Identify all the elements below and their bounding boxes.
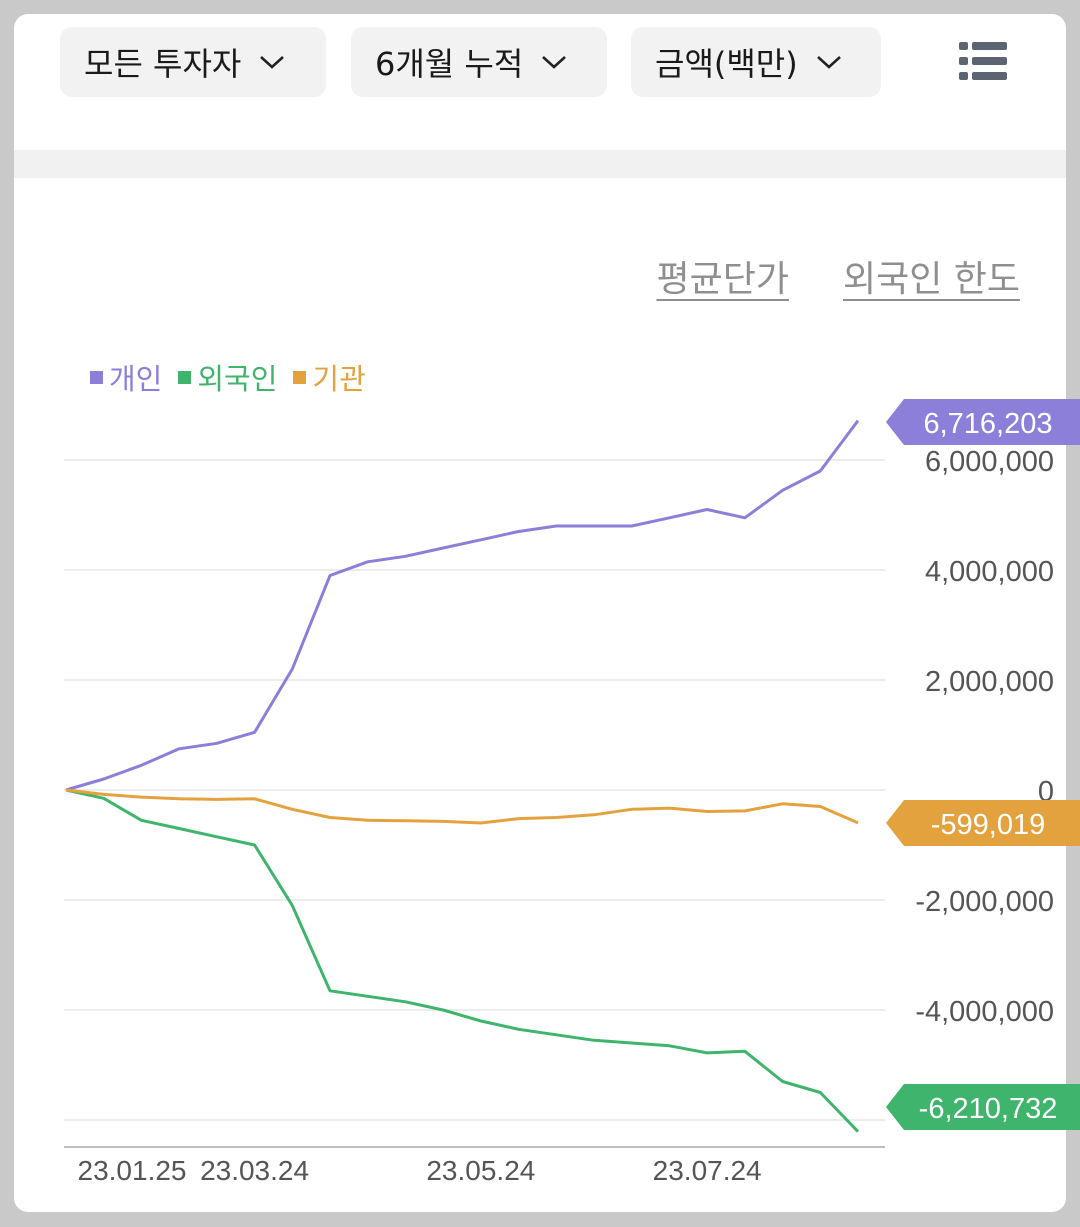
chevron-down-icon [816, 56, 841, 69]
chart-legend: 개인 외국인 기관 [90, 356, 366, 398]
chart-card: 모든 투자자 6개월 누적 금액(백만) 평균단가 외국인 한도 개인 [14, 14, 1066, 1212]
section-divider [14, 150, 1066, 178]
individual-last-value-tag [886, 399, 1080, 445]
legend-swatch [293, 370, 307, 384]
institution-series-line [65, 788, 859, 825]
x-tick-label: 23.05.24 [426, 1155, 535, 1186]
unit-filter-label: 금액(백만) [655, 45, 798, 83]
legend-label: 기관 [312, 362, 366, 396]
y-tick-label: 4,000,000 [925, 556, 1054, 588]
list-icon[interactable] [959, 40, 1007, 82]
avg-price-link[interactable]: 평균단가 [656, 259, 789, 300]
foreign-series-line [65, 788, 860, 1133]
legend-item-institution[interactable]: 기관 [293, 356, 366, 398]
last-value-label: -599,019 [931, 809, 1046, 841]
legend-label: 개인 [109, 362, 163, 396]
legend-item-individual[interactable]: 개인 [90, 356, 162, 398]
legend-swatch [178, 370, 192, 384]
chevron-down-icon [542, 56, 567, 69]
investor-filter-label: 모든 투자자 [84, 45, 242, 83]
legend-item-foreign[interactable]: 외국인 [178, 356, 277, 398]
chart-links: 평균단가 외국인 한도 [656, 250, 1020, 302]
legend-label: 외국인 [197, 362, 278, 396]
investor-filter-dropdown[interactable]: 모든 투자자 [60, 27, 326, 97]
y-tick-label: -2,000,000 [915, 886, 1054, 918]
period-filter-label: 6개월 누적 [375, 45, 524, 83]
foreign-last-value-tag [886, 1084, 1080, 1130]
chevron-down-icon [260, 56, 285, 69]
filter-bar: 모든 투자자 6개월 누적 금액(백만) [14, 14, 1066, 149]
last-value-label: -6,210,732 [919, 1093, 1058, 1125]
x-tick-label: 23.07.24 [653, 1155, 762, 1186]
y-tick-label: 2,000,000 [925, 666, 1054, 698]
y-tick-label: 6,000,000 [925, 446, 1054, 478]
x-tick-label: 23.03.24 [200, 1155, 309, 1186]
x-tick-label: 23.01.25 [78, 1155, 187, 1186]
y-tick-label: -4,000,000 [915, 996, 1054, 1028]
unit-filter-dropdown[interactable]: 금액(백만) [631, 27, 881, 97]
legend-swatch [90, 370, 103, 384]
period-filter-dropdown[interactable]: 6개월 누적 [351, 27, 607, 97]
last-value-label: 6,716,203 [923, 408, 1052, 440]
institution-last-value-tag [886, 799, 1080, 846]
foreign-limit-link[interactable]: 외국인 한도 [842, 259, 1020, 300]
individual-series-line [65, 419, 860, 792]
